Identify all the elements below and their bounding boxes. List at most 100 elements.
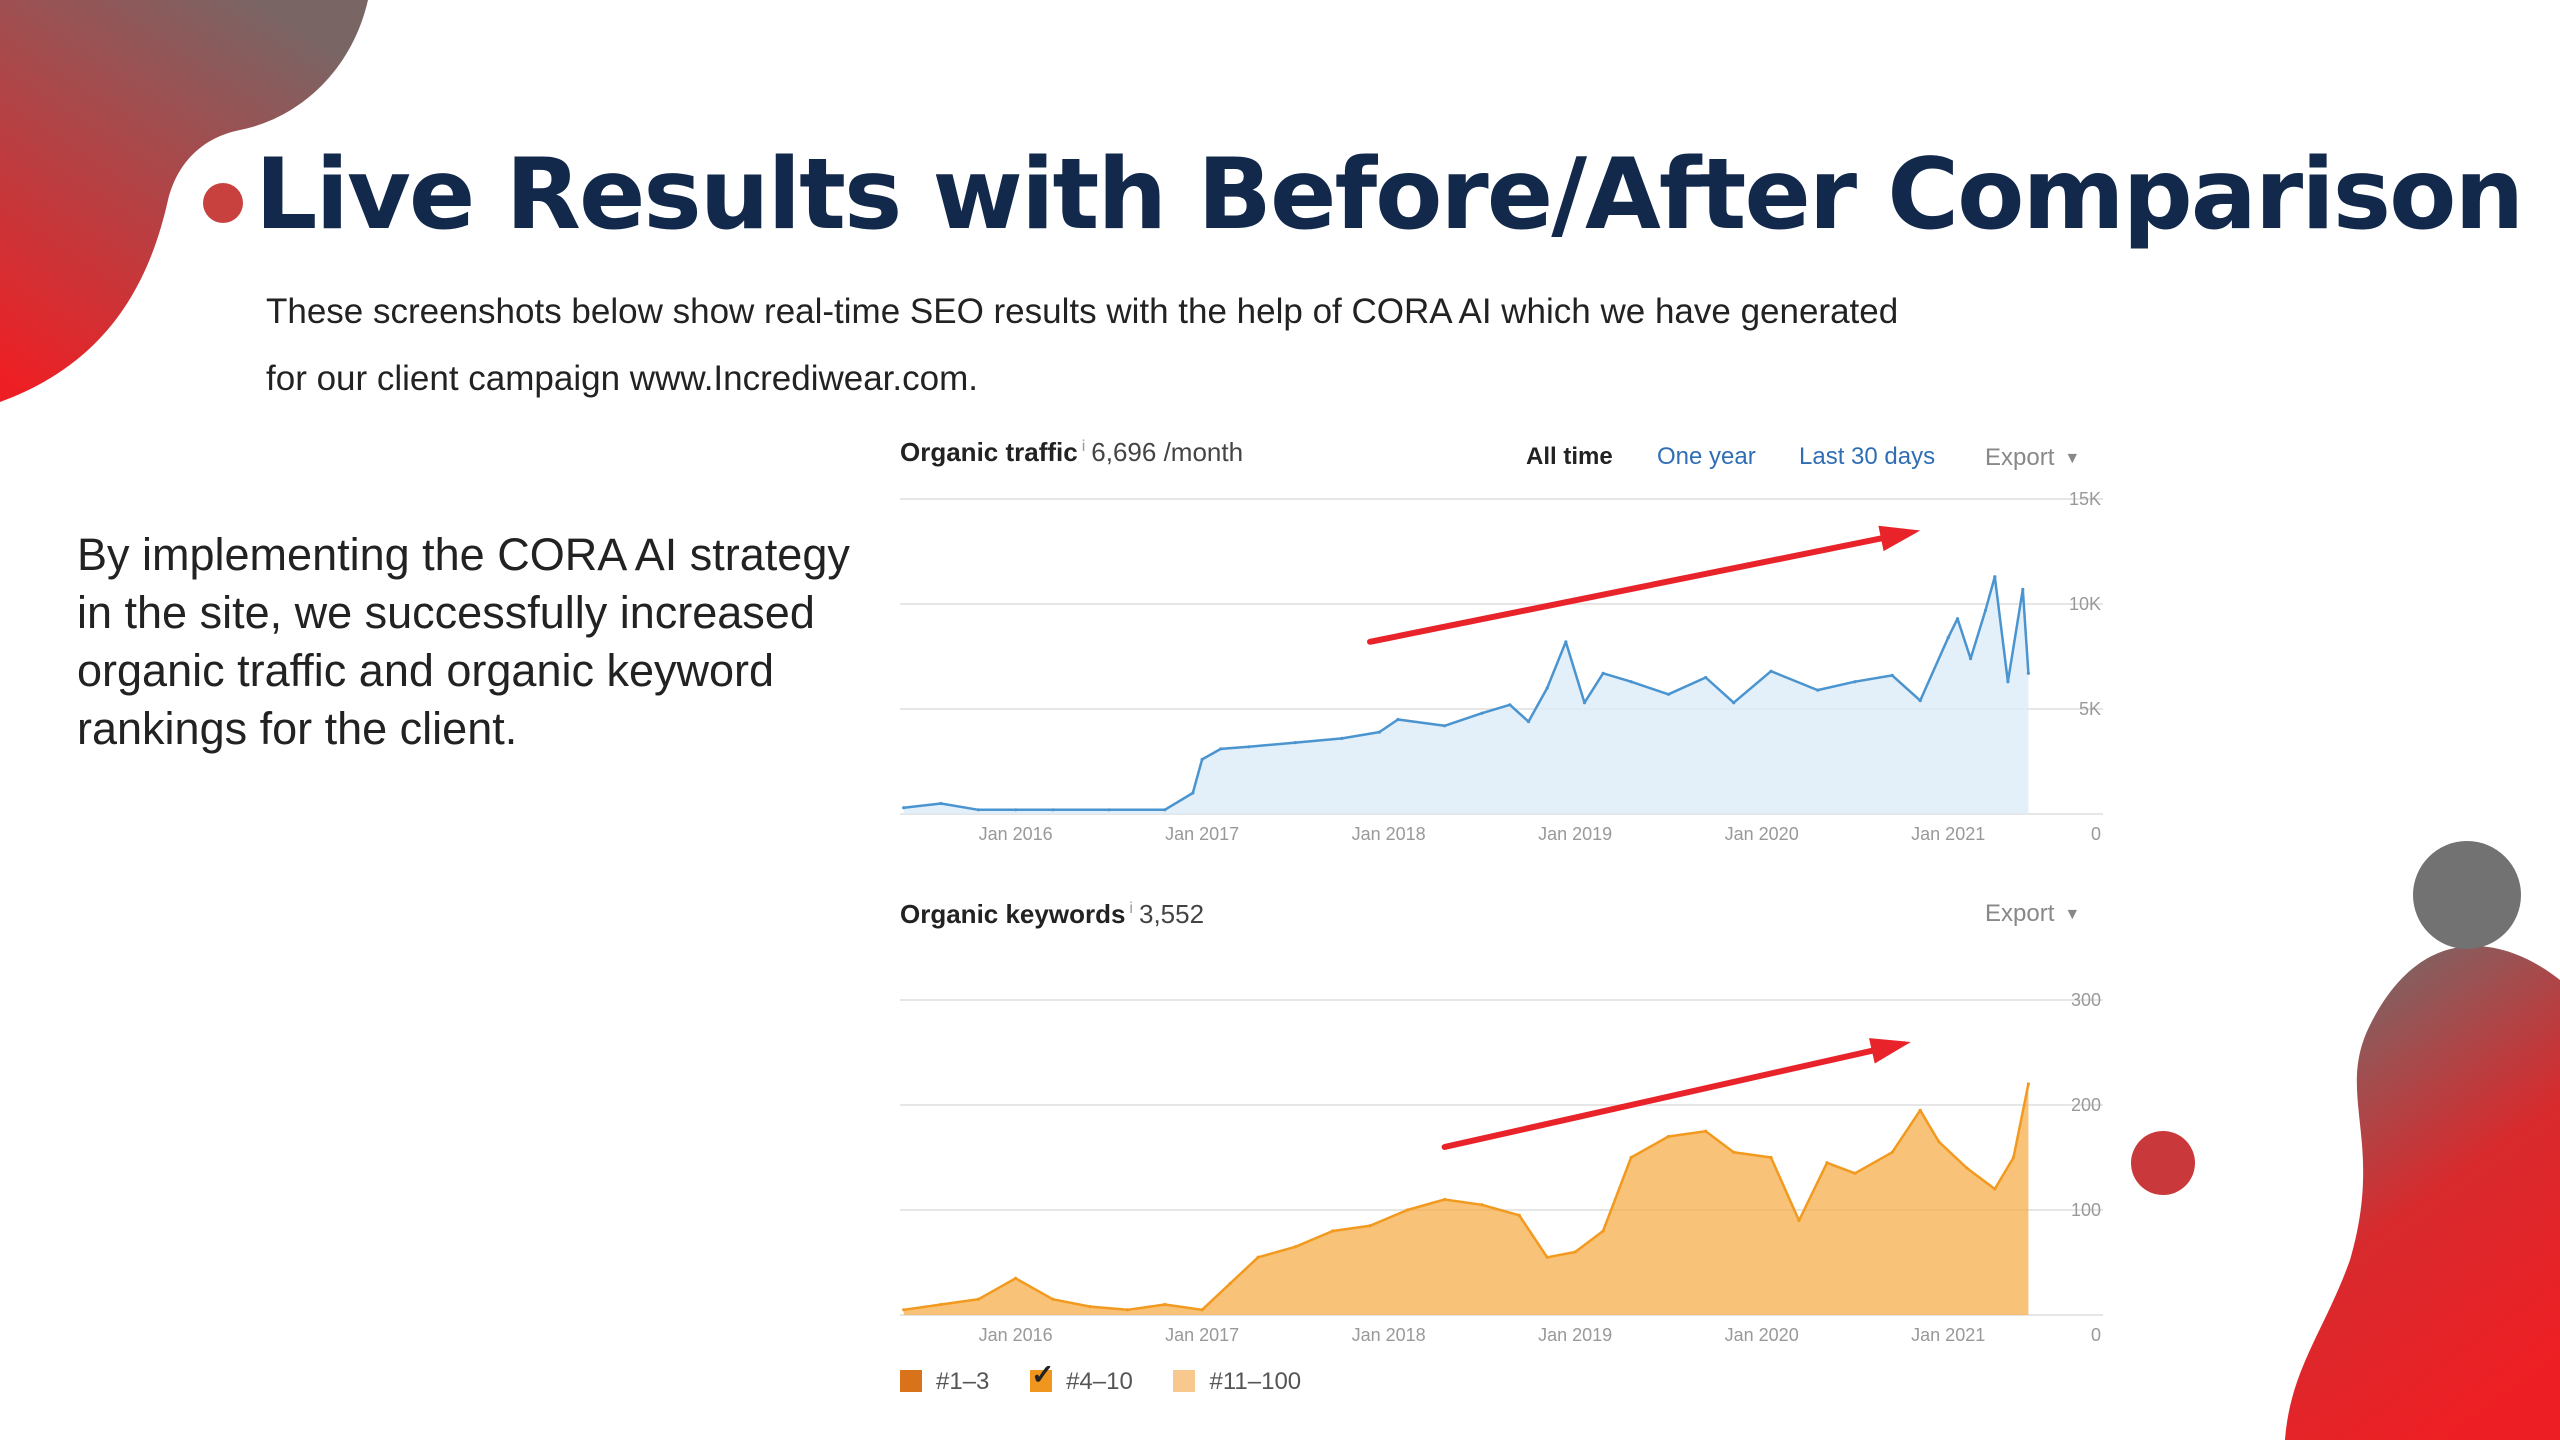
x-tick-label: Jan 2020 — [1725, 824, 1799, 844]
data-point — [1797, 1218, 1801, 1223]
data-point — [1968, 657, 1973, 661]
export-label: Export — [1985, 900, 2055, 927]
data-point — [1088, 1305, 1092, 1309]
data-point — [1051, 808, 1055, 812]
data-point — [1014, 808, 1018, 812]
data-point — [1256, 1255, 1260, 1259]
data-point — [1480, 1203, 1484, 1207]
y-tick-label: 15K — [2069, 489, 2101, 509]
x-tick-label: Jan 2016 — [979, 1325, 1053, 1345]
data-point — [1125, 1308, 1130, 1312]
data-point — [976, 808, 980, 812]
data-point — [1955, 617, 1960, 621]
chevron-down-icon: ▼ — [2064, 905, 2081, 923]
data-point — [1993, 1187, 1997, 1191]
subtitle-line-1: These screenshots below show real-time S… — [266, 292, 1899, 331]
traffic-label: Organic traffic i 6,696 /month — [900, 437, 1243, 468]
keywords-value: 3,552 — [1138, 899, 1205, 929]
info-icon[interactable]: i — [1129, 900, 1133, 918]
data-point — [1732, 1150, 1736, 1154]
data-point — [2021, 587, 2025, 591]
keywords-legend: #1–3 ✓ #4–10 #11–100 — [900, 1360, 1335, 1396]
data-point — [1704, 675, 1708, 680]
data-point — [1769, 1155, 1773, 1160]
data-point — [1247, 745, 1251, 749]
legend-item[interactable]: #11–100 — [1173, 1368, 1301, 1396]
data-point — [1517, 1213, 1521, 1217]
legend-swatch: ✓ — [1030, 1360, 1055, 1392]
y-tick-label: 5K — [2079, 699, 2101, 719]
data-point — [1107, 808, 1111, 812]
data-point — [2026, 671, 2030, 675]
data-point — [1200, 1308, 1204, 1312]
data-point — [1983, 608, 1988, 612]
x-tick-label: Jan 2016 — [979, 824, 1053, 844]
page-title: Live Results with Before/After Compariso… — [255, 138, 2524, 252]
data-point — [1601, 671, 1605, 675]
data-point — [1666, 1134, 1671, 1139]
x-tick-label: Jan 2017 — [1165, 824, 1239, 844]
x-tick-label: Jan 2017 — [1165, 1325, 1239, 1345]
trend-arrow-head — [1869, 1038, 1911, 1064]
series-area — [903, 1084, 2029, 1315]
gray-dot — [2413, 841, 2521, 949]
data-point — [1582, 701, 1587, 705]
data-point — [1629, 680, 1633, 684]
red-dot — [2131, 1131, 2195, 1195]
legend-item[interactable]: ✓ #4–10 — [1030, 1360, 1133, 1396]
data-point — [1228, 1281, 1232, 1286]
x-tick-label: Jan 2019 — [1538, 1325, 1612, 1345]
traffic-title: Organic traffic — [900, 437, 1078, 467]
info-icon[interactable]: i — [1081, 438, 1086, 456]
y-tick-label: 10K — [2069, 594, 2101, 614]
tab-last-30-days[interactable]: Last 30 days — [1799, 443, 1936, 470]
keywords-title: Organic keywords — [900, 899, 1126, 929]
traffic-export-button[interactable]: Export ▼ — [1985, 444, 2080, 472]
top-left-blob — [0, 0, 368, 402]
trend-arrow — [1441, 1047, 1875, 1150]
data-point — [1890, 1150, 1894, 1154]
keywords-export-button[interactable]: Export ▼ — [1985, 900, 2080, 928]
data-point — [939, 1302, 943, 1307]
data-point — [1163, 1302, 1167, 1307]
data-point — [1573, 1250, 1577, 1254]
x-tick-label: Jan 2018 — [1352, 824, 1426, 844]
tab-one-year[interactable]: One year — [1657, 443, 1756, 470]
data-point — [1825, 1161, 1829, 1165]
data-point — [1219, 747, 1223, 751]
data-point — [1918, 1108, 1922, 1112]
trend-arrow — [1367, 535, 1885, 645]
x-tick-label: Jan 2019 — [1538, 824, 1612, 844]
trend-arrow-head — [1878, 525, 1921, 552]
data-point — [1051, 1297, 1055, 1301]
data-point — [1629, 1155, 1633, 1160]
data-point — [1293, 1245, 1298, 1249]
data-point — [2026, 1082, 2030, 1086]
data-point — [1918, 699, 1922, 703]
keywords-label: Organic keywords i 3,552 — [900, 899, 1204, 930]
data-point — [1480, 711, 1484, 715]
data-point — [1163, 808, 1167, 812]
tab-all-time[interactable]: All time — [1526, 443, 1613, 470]
data-point — [1769, 669, 1773, 673]
data-point — [1526, 720, 1531, 724]
data-point — [1564, 640, 1568, 644]
data-point — [1443, 1197, 1447, 1202]
series-area — [903, 576, 2029, 814]
chevron-down-icon: ▼ — [2064, 449, 2081, 467]
data-point — [1732, 701, 1736, 705]
data-point — [1601, 1229, 1605, 1233]
data-point — [1293, 741, 1298, 745]
data-point — [1704, 1129, 1708, 1133]
data-point — [1340, 736, 1344, 741]
data-point — [1545, 686, 1549, 690]
y-tick-label: 300 — [2071, 990, 2101, 1010]
series-line — [903, 1083, 2030, 1312]
export-label: Export — [1985, 444, 2055, 471]
data-point — [902, 806, 906, 810]
legend-item[interactable]: #1–3 — [900, 1368, 989, 1396]
data-point — [1368, 1224, 1372, 1228]
data-point — [1816, 688, 1820, 692]
data-point — [2006, 680, 2010, 684]
